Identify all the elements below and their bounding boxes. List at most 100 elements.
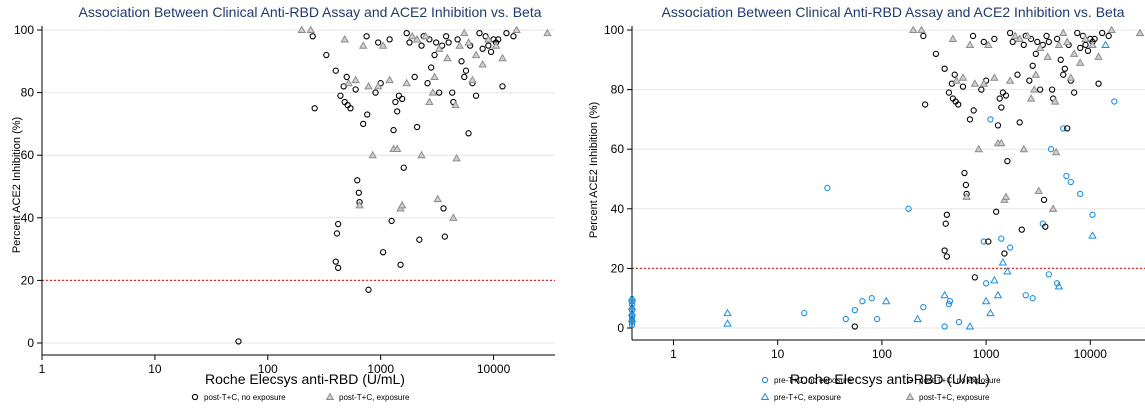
data-point	[354, 177, 361, 184]
data-point	[920, 32, 927, 40]
data-point	[364, 81, 373, 90]
data-point	[851, 306, 858, 314]
data-point	[966, 116, 974, 123]
data-point	[943, 211, 950, 218]
right-chart-svg: Association Between Clinical Anti-RBD As…	[588, 4, 1145, 402]
data-point	[971, 274, 979, 281]
data-point	[941, 65, 948, 72]
data-point	[986, 308, 995, 317]
data-point	[311, 105, 318, 112]
right-chart: Association Between Clinical Anti-RBD As…	[575, 0, 1145, 408]
data-point	[363, 33, 370, 40]
data-point	[332, 258, 339, 265]
data-point	[397, 200, 407, 209]
data-point	[991, 35, 998, 43]
data-point	[987, 116, 994, 123]
data-point	[1034, 186, 1043, 194]
data-point	[965, 322, 975, 330]
data-point	[955, 318, 963, 326]
data-point	[340, 83, 347, 90]
data-point	[1043, 52, 1052, 60]
data-point	[358, 41, 368, 49]
data-point	[1101, 40, 1110, 48]
data-point	[974, 144, 984, 153]
data-point	[452, 153, 461, 162]
data-point	[407, 31, 417, 40]
data-point	[347, 105, 354, 112]
data-point	[981, 296, 991, 305]
legend-marker	[325, 392, 335, 401]
data-point	[449, 89, 456, 96]
data-point	[402, 78, 411, 87]
legend-marker	[191, 393, 199, 401]
data-point	[1084, 47, 1092, 55]
data-point	[1082, 41, 1089, 49]
data-point	[941, 247, 948, 254]
data-point	[999, 89, 1007, 96]
data-point	[1009, 38, 1016, 46]
data-point	[1040, 196, 1048, 204]
data-point	[801, 309, 808, 317]
data-point	[1094, 52, 1103, 60]
y-tick-label: 20	[611, 261, 625, 275]
data-point	[627, 293, 637, 302]
data-point	[297, 25, 307, 34]
data-point	[1060, 71, 1067, 78]
data-point	[1057, 56, 1064, 63]
data-point	[1014, 71, 1021, 78]
data-point	[394, 108, 401, 115]
data-point	[1066, 73, 1076, 81]
data-point	[1042, 223, 1049, 230]
data-point	[1091, 35, 1098, 43]
data-point	[1010, 31, 1020, 40]
data-point	[392, 98, 399, 106]
y-axis-label: Percent ACE2 Inhibition (%)	[588, 102, 600, 238]
data-point	[1020, 41, 1027, 49]
data-point	[1107, 25, 1116, 34]
data-point	[461, 73, 468, 81]
data-point	[1030, 85, 1039, 93]
y-tick-label: 20	[21, 273, 35, 287]
data-point	[990, 275, 999, 284]
data-point	[1015, 34, 1024, 42]
data-point	[913, 314, 922, 323]
data-point	[440, 205, 447, 212]
data-point	[458, 58, 465, 65]
data-point	[1022, 292, 1029, 299]
data-point	[460, 28, 469, 37]
x-tick-label: 1	[39, 362, 46, 376]
data-point	[323, 51, 330, 59]
y-tick-label: 80	[611, 83, 625, 97]
legend-label: post-T+C, exposure	[339, 393, 410, 402]
data-point	[390, 127, 397, 134]
data-point	[980, 38, 987, 46]
left-chart: Association Between Clinical Anti-RBD As…	[0, 0, 570, 408]
data-point	[379, 249, 387, 256]
data-point	[352, 86, 359, 93]
data-point	[905, 205, 912, 212]
data-point	[430, 72, 439, 80]
data-point	[1077, 190, 1084, 198]
data-point	[1005, 76, 1015, 84]
y-tick-label: 0	[617, 321, 624, 335]
data-point	[970, 79, 980, 87]
data-point	[449, 213, 458, 221]
data-point	[337, 92, 344, 99]
data-point	[368, 150, 377, 159]
data-point	[940, 290, 949, 299]
data-point	[395, 92, 403, 99]
data-point	[969, 32, 977, 40]
x-axis-label: Roche Elecsys anti-RBD (U/mL)	[205, 371, 405, 387]
data-point	[443, 53, 452, 62]
data-point	[628, 301, 636, 308]
data-point	[495, 36, 502, 43]
data-point	[961, 169, 968, 177]
data-point	[1088, 40, 1097, 48]
data-point	[418, 42, 425, 49]
data-point	[411, 73, 418, 81]
data-point	[1006, 244, 1014, 251]
data-point	[908, 25, 918, 34]
data-point	[1105, 32, 1112, 40]
data-point	[851, 323, 858, 330]
data-point	[471, 50, 481, 59]
